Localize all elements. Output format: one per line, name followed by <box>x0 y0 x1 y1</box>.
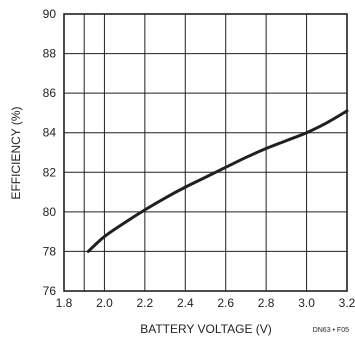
y-tick-label: 88 <box>43 47 57 61</box>
y-tick-label: 80 <box>43 205 57 219</box>
x-tick-label: 2.8 <box>258 296 275 310</box>
x-tick-label: 1.8 <box>56 296 73 310</box>
efficiency-series-line <box>86 109 349 253</box>
y-tick-labels: 76 78 80 82 84 86 88 90 <box>43 7 57 298</box>
x-tick-label: 2.6 <box>217 296 234 310</box>
y-axis-label: EFFICIENCY (%) <box>9 106 23 199</box>
x-tick-labels: 1.8 2.0 2.2 2.4 2.6 2.8 3.0 3.2 <box>56 296 355 310</box>
x-tick-label: 3.0 <box>298 296 315 310</box>
x-tick-label: 2.0 <box>96 296 113 310</box>
y-tick-label: 76 <box>43 284 57 298</box>
y-tick-label: 78 <box>43 244 57 258</box>
x-tick-label: 3.2 <box>339 296 355 310</box>
x-tick-label: 2.4 <box>177 296 194 310</box>
figure-tag: DN63 • F05 <box>313 327 349 334</box>
x-tick-label: 2.2 <box>137 296 154 310</box>
y-tick-label: 84 <box>43 126 57 140</box>
y-tick-label: 90 <box>43 7 57 21</box>
plot-frame <box>63 13 348 292</box>
y-tick-label: 86 <box>43 86 57 100</box>
grid <box>64 14 347 291</box>
x-axis-label: BATTERY VOLTAGE (V) <box>140 322 272 336</box>
y-tick-label: 82 <box>43 165 57 179</box>
